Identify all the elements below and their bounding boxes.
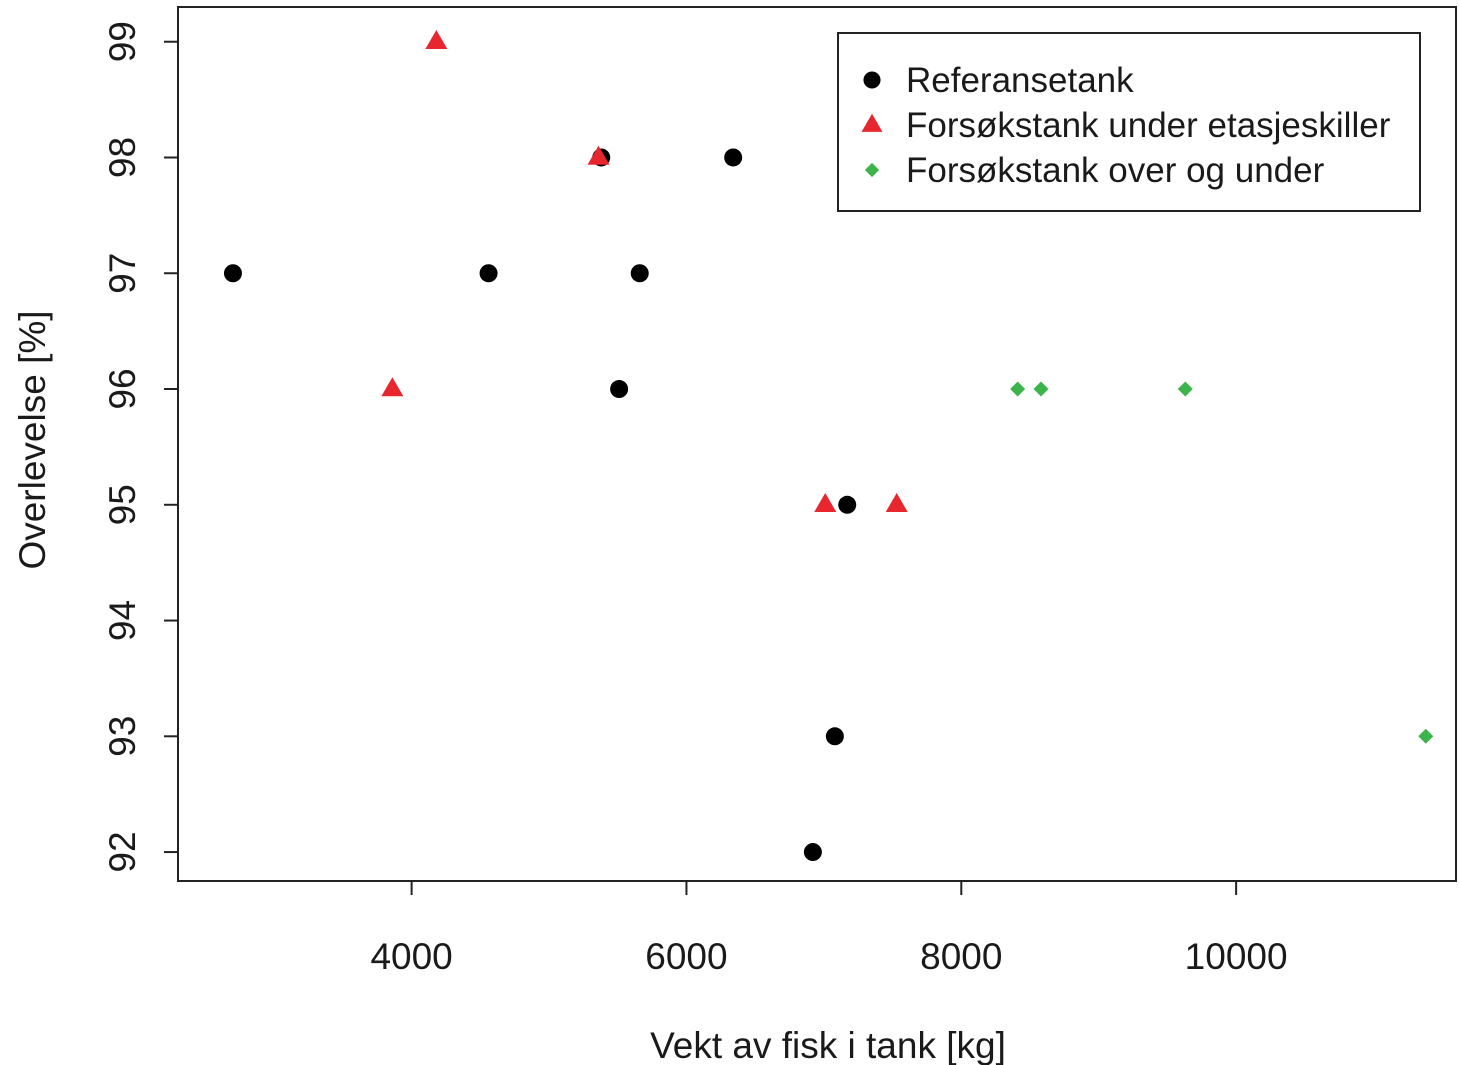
x-tick-label: 8000 <box>920 936 1002 977</box>
point-referansetank <box>724 148 743 167</box>
legend-marker-1 <box>861 113 883 132</box>
legend: Referansetank Forsøkstank under etasjeski… <box>837 32 1421 212</box>
point-over-og-under <box>1177 381 1193 397</box>
plot-frame <box>177 6 1457 882</box>
legend-marker-0 <box>863 71 881 89</box>
point-under-etasjeskiller <box>587 145 610 165</box>
point-referansetank <box>803 843 822 862</box>
x-axis-label: Vekt av fisk i tank [kg] <box>650 1025 1006 1065</box>
y-tick-label: 96 <box>102 368 143 409</box>
point-over-og-under <box>1010 381 1026 397</box>
point-over-og-under <box>1418 728 1434 744</box>
legend-box <box>837 32 1421 212</box>
y-axis-label: Overlevelse [%] <box>12 310 53 569</box>
point-under-etasjeskiller <box>885 492 908 512</box>
x-tick-label: 6000 <box>645 936 727 977</box>
y-tick-label: 93 <box>102 716 143 757</box>
point-referansetank <box>825 727 844 746</box>
x-tick-label: 10000 <box>1185 936 1288 977</box>
y-tick-label: 95 <box>102 484 143 525</box>
y-tick-label: 97 <box>102 253 143 294</box>
legend-label: Forsøkstank under etasjeskiller <box>906 106 1391 145</box>
legend-marker-2 <box>864 162 880 178</box>
data-points <box>223 29 1434 862</box>
y-tick-label: 98 <box>102 137 143 178</box>
point-under-etasjeskiller <box>425 29 448 49</box>
point-referansetank <box>838 495 857 514</box>
point-over-og-under <box>1033 381 1049 397</box>
point-under-etasjeskiller <box>381 377 404 397</box>
legend-label: Forsøkstank over og under <box>906 151 1325 190</box>
x-axis: 4000 6000 8000 10000 <box>370 881 1288 977</box>
y-tick-label: 94 <box>102 600 143 641</box>
y-tick-label: 99 <box>102 21 143 62</box>
point-referansetank <box>610 380 629 399</box>
y-tick-label: 92 <box>102 831 143 872</box>
legend-items: Referansetank Forsøkstank under etasjeski… <box>861 61 1391 190</box>
legend-label: Referansetank <box>906 61 1134 100</box>
point-referansetank <box>479 264 498 283</box>
y-axis: 92 93 94 95 96 97 98 99 <box>102 21 178 873</box>
x-tick-label: 4000 <box>370 936 452 977</box>
point-referansetank <box>630 264 649 283</box>
point-under-etasjeskiller <box>814 492 837 512</box>
point-referansetank <box>223 264 242 283</box>
